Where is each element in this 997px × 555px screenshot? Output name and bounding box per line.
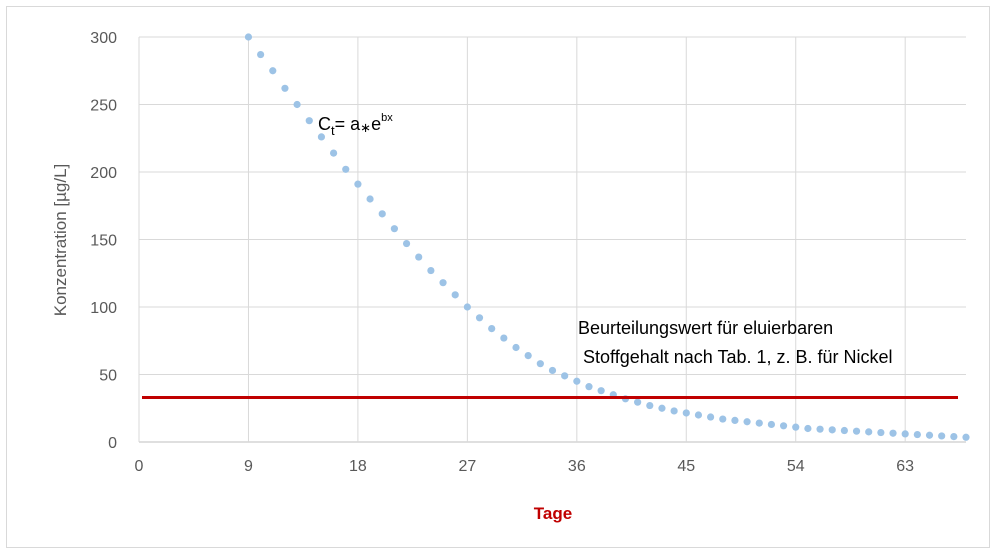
data-point (524, 352, 532, 360)
data-point (329, 149, 338, 157)
formula-annotation: Ct= a∗ebx (318, 112, 393, 138)
data-point (694, 411, 703, 419)
y-tick-labels: 0 50 100 150 200 250 300 (90, 30, 117, 452)
x-tick-label: 9 (244, 458, 253, 475)
data-point (305, 117, 313, 125)
formula-operator: ∗ (360, 120, 371, 135)
y-tick-label: 200 (90, 165, 117, 182)
data-point (731, 416, 739, 424)
data-point (269, 67, 277, 75)
formula-equals: = a (335, 114, 362, 134)
formula-superscript: bx (381, 112, 393, 124)
data-point (415, 253, 423, 261)
y-tick-label: 250 (90, 98, 117, 115)
data-point (585, 383, 593, 391)
x-axis-label: Tage (534, 504, 572, 523)
data-point (938, 432, 946, 440)
y-tick-label: 0 (108, 435, 117, 452)
data-point (646, 401, 654, 410)
formula-e: e (371, 114, 381, 134)
data-point (877, 428, 885, 437)
y-tick-label: 100 (90, 300, 117, 317)
data-point (804, 424, 812, 433)
x-tick-labels: 0 9 18 27 36 45 54 63 (135, 458, 915, 475)
data-point (707, 413, 715, 421)
data-point (743, 418, 751, 426)
data-point (670, 407, 678, 415)
chart-frame (6, 6, 990, 548)
data-point (865, 428, 873, 436)
data-point (852, 427, 861, 435)
grid (138, 36, 966, 443)
data-point (792, 423, 800, 431)
data-point (281, 84, 289, 92)
data-point (402, 239, 411, 248)
formula-c: C (318, 114, 331, 134)
data-point (463, 303, 471, 311)
data-point (962, 433, 970, 441)
x-tick-label: 36 (568, 458, 586, 475)
data-point (658, 404, 666, 412)
data-point (244, 33, 253, 41)
data-point (950, 433, 958, 441)
data-point (451, 291, 459, 299)
data-point (816, 425, 824, 433)
data-point (779, 422, 788, 430)
threshold-label-line-2: Stoffgehalt nach Tab. 1, z. B. für Nicke… (583, 347, 893, 367)
data-point (913, 430, 921, 439)
data-point (634, 398, 642, 406)
data-point (512, 343, 520, 352)
x-tick-label: 54 (787, 458, 805, 475)
data-point (342, 165, 350, 173)
data-point (488, 325, 496, 333)
data-points (244, 33, 970, 441)
x-tick-label: 27 (458, 458, 476, 475)
data-point (767, 420, 776, 429)
data-point (354, 180, 362, 188)
data-point (925, 431, 934, 439)
x-tick-label: 18 (349, 458, 367, 475)
y-tick-label: 50 (99, 368, 117, 385)
formula-subscript: t (331, 123, 335, 138)
data-point (427, 266, 435, 275)
data-point (573, 377, 581, 385)
data-point (390, 225, 398, 233)
data-point (500, 334, 508, 342)
data-point (682, 409, 690, 417)
y-axis-label: Konzentration [µg/L] (51, 164, 70, 317)
data-point (719, 415, 727, 423)
data-point (548, 366, 557, 375)
x-tick-label: 63 (896, 458, 914, 475)
x-tick-label: 45 (677, 458, 695, 475)
data-point (901, 430, 909, 438)
x-tick-label: 0 (135, 458, 144, 475)
data-point (257, 50, 265, 59)
data-point (755, 419, 763, 427)
data-point (378, 210, 386, 218)
data-point (475, 314, 484, 322)
data-point (889, 429, 897, 437)
data-point (366, 195, 374, 203)
data-point (536, 360, 544, 368)
threshold-label-line-1: Beurteilungswert für eluierbaren (578, 318, 833, 338)
data-point (840, 426, 848, 435)
y-tick-label: 150 (90, 233, 117, 250)
data-point (439, 279, 447, 287)
data-point (828, 426, 836, 434)
y-tick-label: 300 (90, 30, 117, 47)
data-point (317, 133, 326, 141)
data-point (561, 372, 569, 380)
data-point (597, 387, 605, 395)
data-point (293, 100, 301, 109)
